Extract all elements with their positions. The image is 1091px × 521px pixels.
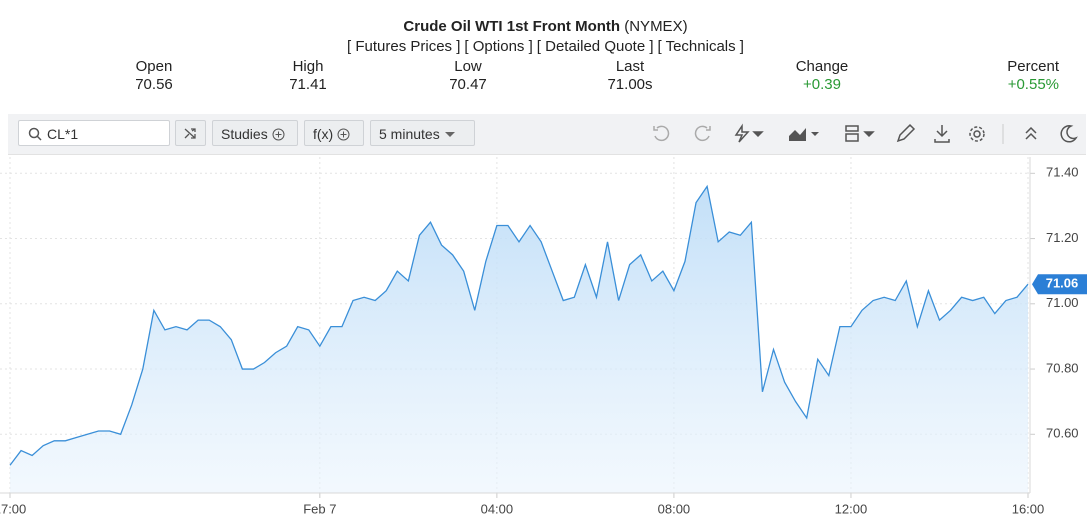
y-tick-label: 70.80 [1046, 360, 1079, 375]
symbol: CL*1 [47, 126, 79, 142]
quote-value: +0.55% [1007, 76, 1059, 93]
quote-value: 71.41 [289, 76, 327, 93]
y-tick-label: 71.00 [1046, 295, 1079, 310]
x-tick-label: 12:00 [835, 501, 868, 516]
title-text: Crude Oil WTI 1st Front Month [403, 18, 621, 35]
quote-percent: Percent +0.55% [939, 58, 1059, 94]
compare-button[interactable] [175, 120, 206, 146]
x-tick-label: 04:00 [481, 501, 514, 516]
quote-label: Percent [1007, 58, 1059, 75]
y-tick-label: 70.60 [1046, 426, 1079, 441]
plus-icon [337, 128, 350, 141]
link[interactable]: [ Detailed Quote ] [536, 38, 654, 55]
link[interactable]: [ Futures Prices ] [347, 38, 461, 55]
y-tick-label: 71.40 [1046, 165, 1079, 180]
quote-last: Last 71.00s [570, 58, 690, 94]
last-value-label: 71.06 [1046, 276, 1079, 291]
plot [9, 184, 1029, 494]
x-tick-label: Feb 7 [303, 501, 336, 516]
quote-value: +0.39 [803, 76, 841, 93]
interval-button[interactable]: 5 minutes [370, 120, 475, 146]
search-icon [28, 127, 42, 141]
plus-icon [272, 128, 285, 141]
y-tick-label: 71.20 [1046, 230, 1079, 245]
quote-label: Open [135, 58, 173, 75]
toolbar-icons [653, 123, 1078, 144]
toolbar: CL*1 Studies f(x) 5 minutes [8, 114, 1086, 155]
dropdown-icon [444, 132, 455, 137]
x-tick-label: 16:00 [1012, 501, 1045, 516]
quote-low: Low 70.47 [408, 58, 528, 94]
quote-label: Change [795, 58, 849, 75]
quote-label: Last [615, 58, 645, 75]
quote-label: Low [454, 58, 482, 75]
quote-open: Open 70.56 [94, 58, 214, 94]
quote-value: 71.00s [607, 76, 653, 93]
quote-value: 70.47 [449, 76, 487, 93]
quote-value: 70.56 [135, 76, 173, 93]
link[interactable]: [ Options ] [464, 38, 533, 55]
title: Crude Oil WTI 1st Front Month (NYMEX) [0, 18, 1091, 35]
compare-icon [184, 128, 196, 139]
line [9, 184, 1029, 466]
quote-change: Change +0.39 [762, 58, 882, 94]
x-tick-label: 17:00 [0, 501, 26, 516]
quote-high: High 71.41 [248, 58, 368, 94]
link[interactable]: [ Technicals ] [657, 38, 744, 55]
fx-label: f(x) [313, 126, 334, 142]
x-tick-label: 08:00 [658, 501, 691, 516]
quote-label: High [292, 58, 324, 75]
last-value-badge [1032, 274, 1087, 295]
studies-button[interactable]: Studies [212, 120, 298, 146]
exchange: (NYMEX) [624, 18, 688, 35]
area [10, 186, 1028, 494]
studies-label: Studies [221, 126, 268, 142]
links: [ Futures Prices ][ Options ][ Detailed … [0, 38, 1091, 55]
symbol-search[interactable]: CL*1 [18, 120, 170, 146]
interval-label: 5 minutes [379, 126, 440, 142]
fx-button[interactable]: f(x) [304, 120, 364, 146]
